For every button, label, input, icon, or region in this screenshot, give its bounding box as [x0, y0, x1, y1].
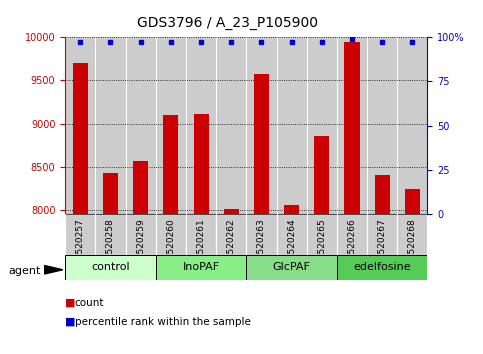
Bar [103, 173, 118, 214]
Bar [224, 209, 239, 214]
Bar [367, 214, 397, 255]
Bar [375, 175, 390, 214]
Bar [126, 37, 156, 214]
Bar [65, 255, 156, 280]
Bar [284, 205, 299, 214]
Bar [307, 37, 337, 214]
Bar [156, 37, 186, 214]
Bar [65, 214, 96, 255]
Text: GSM520261: GSM520261 [197, 218, 206, 273]
Bar [186, 214, 216, 255]
Bar [254, 74, 269, 214]
Bar [276, 214, 307, 255]
Bar [126, 214, 156, 255]
Bar [337, 255, 427, 280]
Text: GSM520264: GSM520264 [287, 218, 296, 273]
Bar [186, 37, 216, 214]
Text: GSM520266: GSM520266 [347, 218, 356, 273]
Bar [216, 37, 246, 214]
Text: GSM520265: GSM520265 [317, 218, 327, 273]
Bar [96, 37, 126, 214]
Text: ■: ■ [65, 317, 76, 327]
Bar [397, 214, 427, 255]
Text: GSM520268: GSM520268 [408, 218, 417, 273]
Text: GSM520258: GSM520258 [106, 218, 115, 273]
Text: ■: ■ [65, 298, 76, 308]
Text: percentile rank within the sample: percentile rank within the sample [75, 317, 251, 327]
Bar [307, 214, 337, 255]
Text: GDS3796 / A_23_P105900: GDS3796 / A_23_P105900 [137, 16, 317, 30]
Text: count: count [75, 298, 104, 308]
Bar [156, 255, 246, 280]
Bar [367, 37, 397, 214]
Text: GlcPAF: GlcPAF [273, 262, 311, 272]
Text: InoPAF: InoPAF [183, 262, 220, 272]
Text: GSM520257: GSM520257 [76, 218, 85, 273]
Bar [216, 214, 246, 255]
Text: edelfosine: edelfosine [354, 262, 411, 272]
Text: control: control [91, 262, 130, 272]
Polygon shape [44, 266, 63, 274]
Bar [397, 37, 427, 214]
Bar [73, 63, 88, 214]
Bar [65, 37, 96, 214]
Bar [344, 42, 359, 214]
Bar [96, 214, 126, 255]
Bar [337, 214, 367, 255]
Text: GSM520267: GSM520267 [378, 218, 387, 273]
Bar [405, 189, 420, 214]
Text: GSM520263: GSM520263 [257, 218, 266, 273]
Bar [314, 136, 329, 214]
Bar [133, 161, 148, 214]
Text: GSM520260: GSM520260 [166, 218, 175, 273]
Bar [163, 115, 178, 214]
Text: GSM520259: GSM520259 [136, 218, 145, 273]
Bar [156, 214, 186, 255]
Bar [337, 37, 367, 214]
Bar [246, 214, 276, 255]
Text: agent: agent [9, 266, 41, 276]
Bar [246, 255, 337, 280]
Bar [194, 114, 209, 214]
Bar [246, 37, 276, 214]
Bar [276, 37, 307, 214]
Text: GSM520262: GSM520262 [227, 218, 236, 273]
